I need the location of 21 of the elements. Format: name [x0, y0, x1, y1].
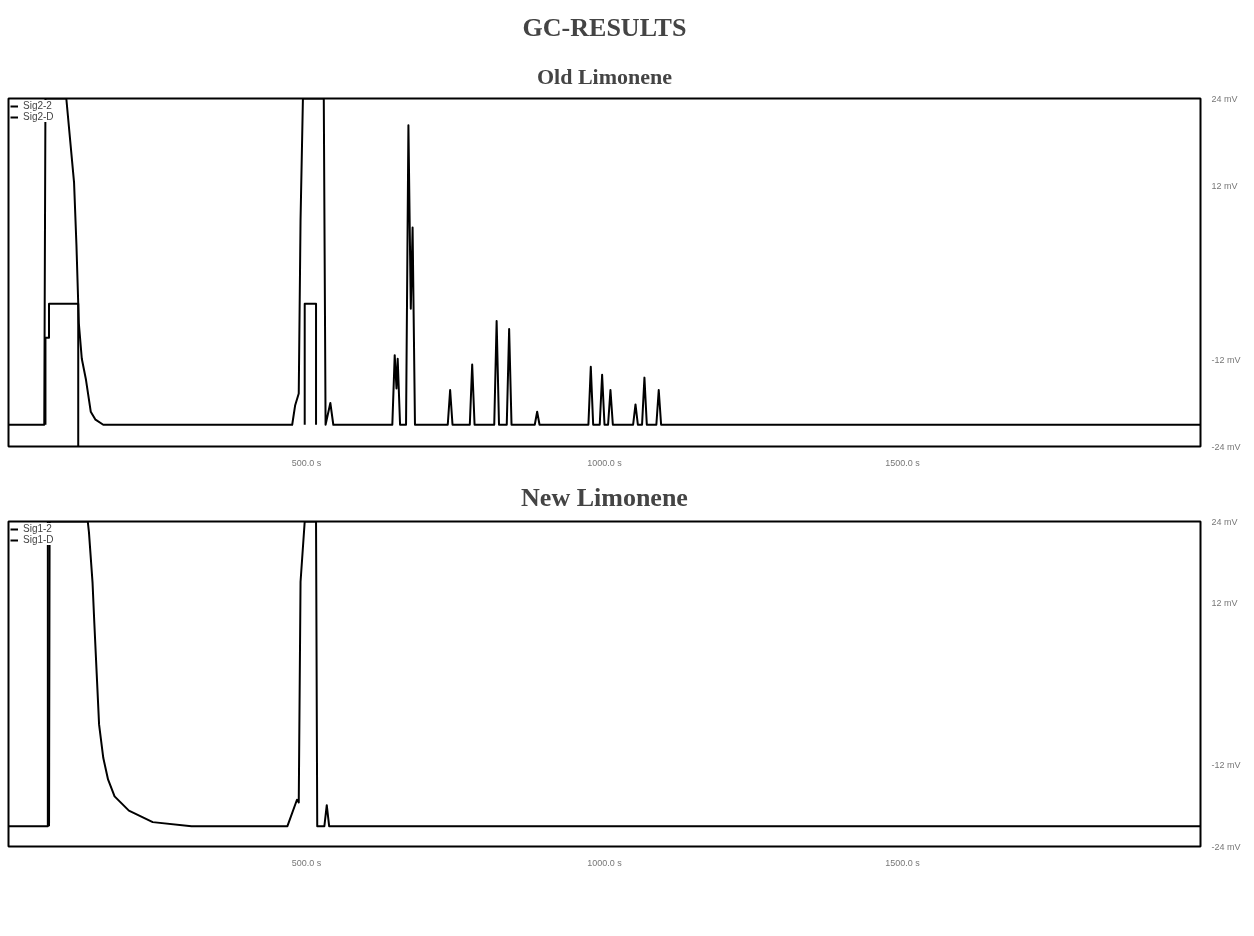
y-tick-label: 12 mV	[1211, 597, 1238, 608]
x-tick-label: 500.0 s	[291, 457, 322, 468]
x-tick-label: 1000.0 s	[587, 457, 623, 468]
legend-label: Sig2-D	[23, 111, 54, 122]
x-tick-label: 1500.0 s	[885, 857, 921, 868]
y-tick-label: 12 mV	[1211, 180, 1238, 191]
y-tick-label: 24 mV	[1211, 93, 1238, 104]
chart-title: New Limonene	[521, 482, 688, 512]
y-tick-label: 24 mV	[1211, 516, 1238, 527]
y-tick-label: -12 mV	[1211, 354, 1241, 365]
legend-label: Sig1-2	[23, 523, 52, 534]
legend-label: Sig2-2	[23, 100, 52, 111]
chart-title: GC-RESULTS	[522, 12, 687, 42]
chart-subtitle: Old Limonene	[536, 63, 673, 89]
y-tick-label: -12 mV	[1211, 760, 1241, 771]
y-tick-label: -24 mV	[1211, 441, 1241, 452]
y-tick-label: -24 mV	[1211, 841, 1241, 852]
x-tick-label: 1500.0 s	[885, 457, 921, 468]
x-tick-label: 500.0 s	[291, 857, 322, 868]
x-tick-label: 1000.0 s	[587, 857, 623, 868]
legend-label: Sig1-D	[23, 534, 54, 545]
